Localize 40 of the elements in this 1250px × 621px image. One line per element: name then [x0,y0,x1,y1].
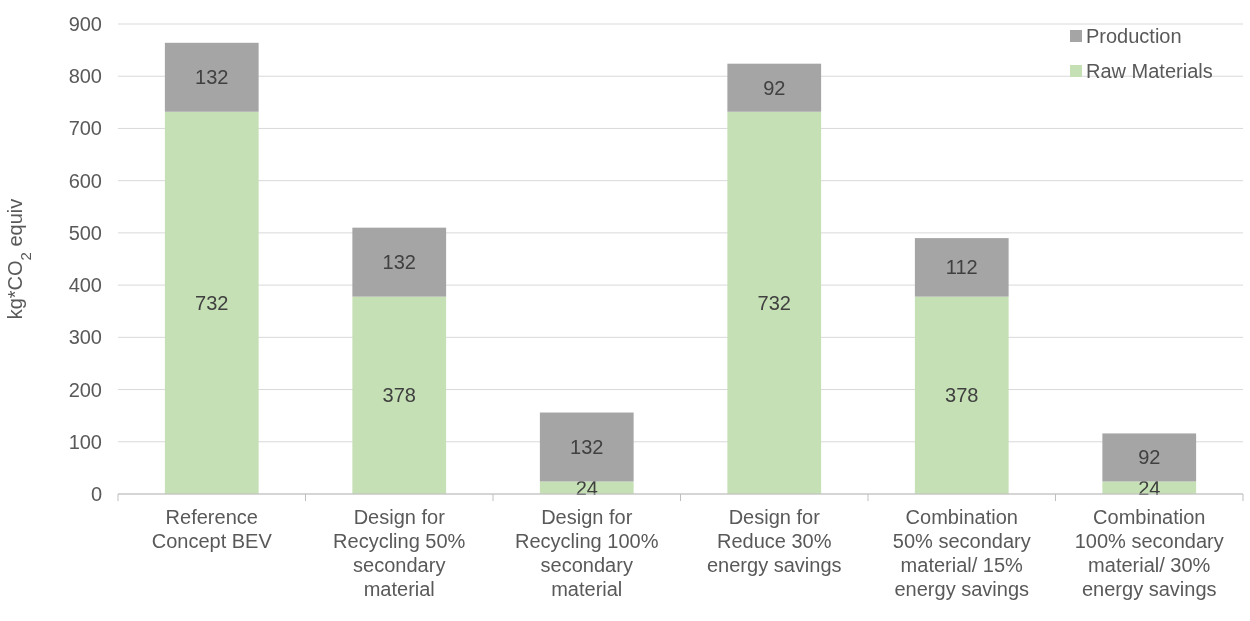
x-tick-label: Design for Recycling 50% secondary material [333,506,466,600]
data-label: 24 [575,476,598,499]
y-tick-label: 900 [68,13,102,35]
bar [352,227,447,297]
x-tick-label: Reference Concept BEV [151,506,273,552]
y-tick-label: 800 [68,65,102,88]
y-tick-label: 400 [68,274,102,297]
x-tick-label: Combination 50% secondary material/ 15% energy savings [892,506,1031,600]
data-label: 92 [1138,446,1161,469]
bar [164,42,259,112]
y-tick-label: 700 [68,117,102,140]
data-label: 732 [757,291,791,314]
bar [727,63,822,112]
bar [539,412,634,482]
bar [352,296,447,494]
y-tick-label: 500 [68,221,102,244]
y-tick-label: 0 [90,483,102,505]
data-label: 132 [382,251,416,274]
data-label: 132 [195,66,229,89]
data-label: 112 [945,256,978,279]
bar [727,111,822,494]
x-tick-label: Combination 100% secondary material/ 30% energy savings [1074,506,1224,600]
bar [164,111,259,494]
bar [914,238,1009,297]
y-tick-label: 200 [68,378,102,401]
y-tick-label: 600 [68,169,102,192]
bar [914,296,1009,494]
bar [1102,433,1197,482]
data-label: 92 [763,76,786,99]
x-tick-label: Design for Recycling 100% secondary material [515,506,659,600]
legend-label: Raw Materials [1086,60,1213,82]
data-label: 732 [195,291,229,314]
data-label: 132 [570,436,604,458]
data-label: 378 [945,384,979,407]
y-tick-label: 300 [68,326,102,349]
data-label: 24 [1138,476,1161,499]
y-tick-label: 100 [68,430,102,453]
legend-label: Production [1086,25,1182,47]
data-label: 378 [382,384,416,407]
x-tick-label: Design for Reduce 30% energy savings [706,506,842,576]
